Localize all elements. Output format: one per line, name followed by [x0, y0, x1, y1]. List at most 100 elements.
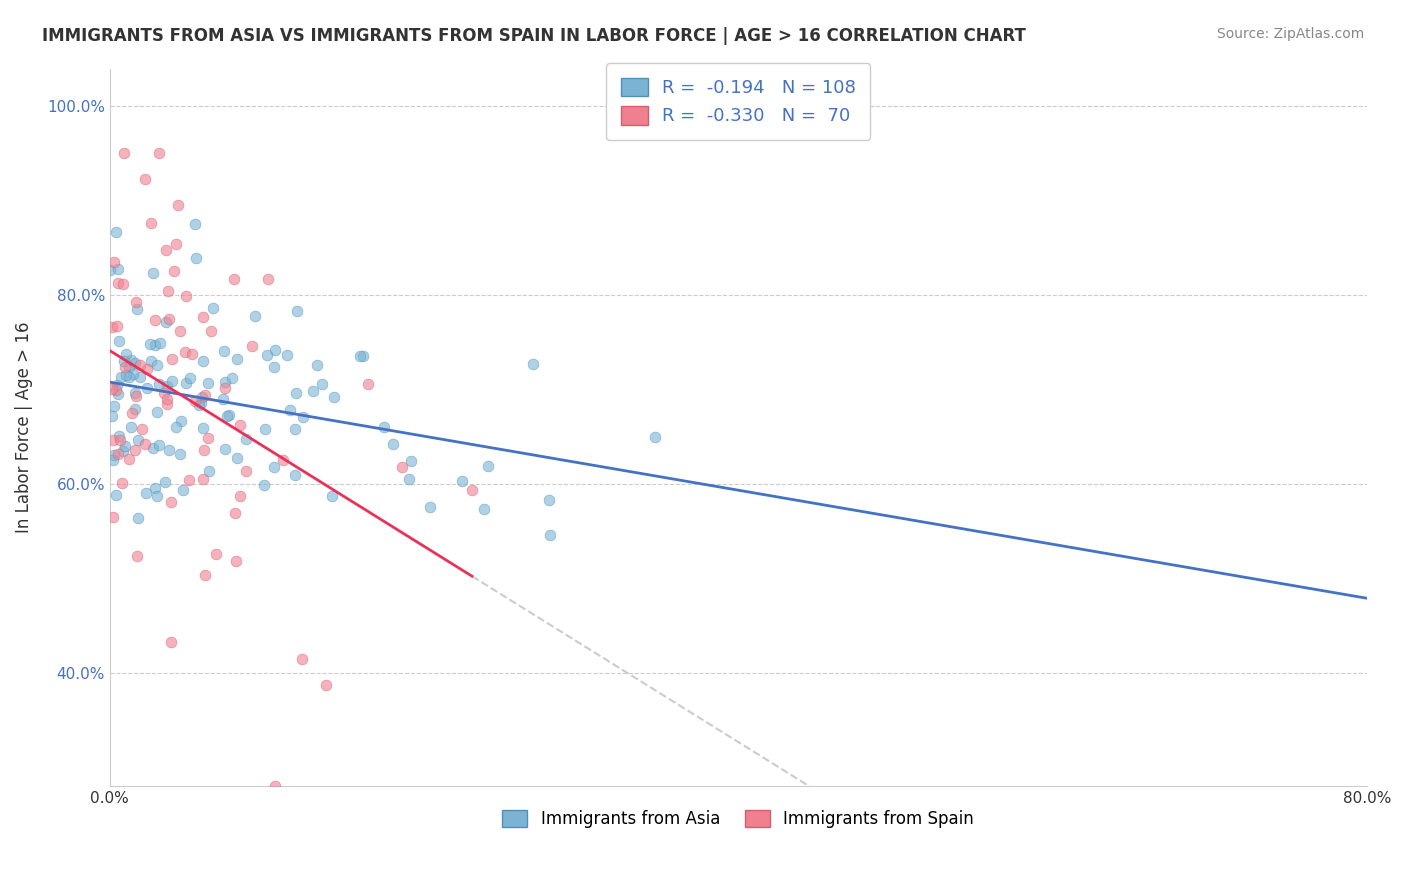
Point	[103, 254, 125, 268]
Point	[145, 405, 167, 419]
Text: Source: ZipAtlas.com: Source: ZipAtlas.com	[1216, 27, 1364, 41]
Point	[142, 266, 165, 280]
Point	[118, 369, 141, 384]
Point	[188, 399, 211, 413]
Point	[451, 475, 474, 489]
Point	[373, 419, 395, 434]
Point	[302, 384, 325, 399]
Point	[184, 217, 207, 231]
Point	[217, 409, 239, 424]
Point	[323, 390, 346, 404]
Point	[204, 547, 226, 561]
Point	[104, 488, 127, 502]
Legend: Immigrants from Asia, Immigrants from Spain: Immigrants from Asia, Immigrants from Sp…	[496, 804, 981, 835]
Point	[112, 354, 135, 368]
Point	[198, 464, 221, 478]
Point	[101, 433, 124, 447]
Point	[165, 420, 187, 434]
Point	[155, 475, 177, 490]
Point	[172, 483, 194, 497]
Point	[225, 554, 247, 568]
Point	[148, 146, 170, 161]
Point	[108, 429, 131, 443]
Point	[103, 448, 125, 462]
Point	[101, 509, 124, 524]
Point	[124, 442, 146, 457]
Point	[156, 379, 179, 393]
Point	[117, 359, 139, 374]
Point	[107, 447, 129, 461]
Point	[169, 324, 191, 338]
Point	[124, 401, 146, 416]
Point	[121, 406, 143, 420]
Point	[214, 381, 236, 395]
Point	[127, 433, 149, 447]
Point	[193, 310, 215, 325]
Point	[101, 319, 124, 334]
Point	[179, 473, 201, 487]
Point	[156, 284, 179, 298]
Point	[107, 261, 129, 276]
Point	[226, 450, 249, 465]
Point	[135, 486, 157, 500]
Point	[538, 528, 561, 542]
Point	[197, 431, 219, 445]
Point	[240, 339, 263, 353]
Point	[134, 171, 156, 186]
Point	[141, 354, 163, 368]
Point	[221, 370, 243, 384]
Point	[105, 383, 128, 397]
Point	[229, 490, 252, 504]
Point	[193, 443, 215, 458]
Point	[160, 374, 183, 388]
Point	[155, 315, 177, 329]
Point	[537, 492, 560, 507]
Point	[191, 353, 214, 368]
Point	[276, 348, 298, 362]
Point	[112, 146, 135, 161]
Point	[170, 414, 193, 428]
Point	[315, 678, 337, 692]
Point	[263, 779, 285, 793]
Point	[253, 422, 276, 436]
Y-axis label: In Labor Force | Age > 16: In Labor Force | Age > 16	[15, 321, 32, 533]
Point	[226, 351, 249, 366]
Point	[235, 464, 257, 478]
Point	[214, 376, 236, 390]
Point	[115, 347, 138, 361]
Point	[127, 301, 149, 316]
Point	[160, 495, 183, 509]
Point	[235, 432, 257, 446]
Point	[263, 459, 285, 474]
Point	[142, 441, 165, 455]
Point	[114, 359, 136, 374]
Point	[202, 301, 225, 315]
Point	[349, 350, 371, 364]
Point	[100, 382, 122, 396]
Point	[211, 392, 233, 407]
Point	[135, 362, 157, 376]
Point	[243, 309, 266, 323]
Point	[127, 511, 149, 525]
Point	[110, 476, 132, 491]
Point	[256, 348, 278, 362]
Point	[179, 370, 201, 384]
Point	[477, 458, 499, 473]
Point	[122, 367, 145, 381]
Point	[194, 388, 217, 402]
Point	[148, 377, 170, 392]
Point	[107, 276, 129, 290]
Point	[357, 377, 380, 392]
Point	[419, 500, 441, 514]
Point	[284, 467, 307, 482]
Point	[162, 351, 184, 366]
Point	[214, 442, 236, 457]
Point	[184, 252, 207, 266]
Point	[190, 395, 212, 409]
Point	[401, 454, 423, 468]
Point	[101, 409, 124, 424]
Point	[644, 430, 666, 444]
Point	[271, 452, 294, 467]
Point	[131, 421, 153, 435]
Point	[156, 392, 179, 406]
